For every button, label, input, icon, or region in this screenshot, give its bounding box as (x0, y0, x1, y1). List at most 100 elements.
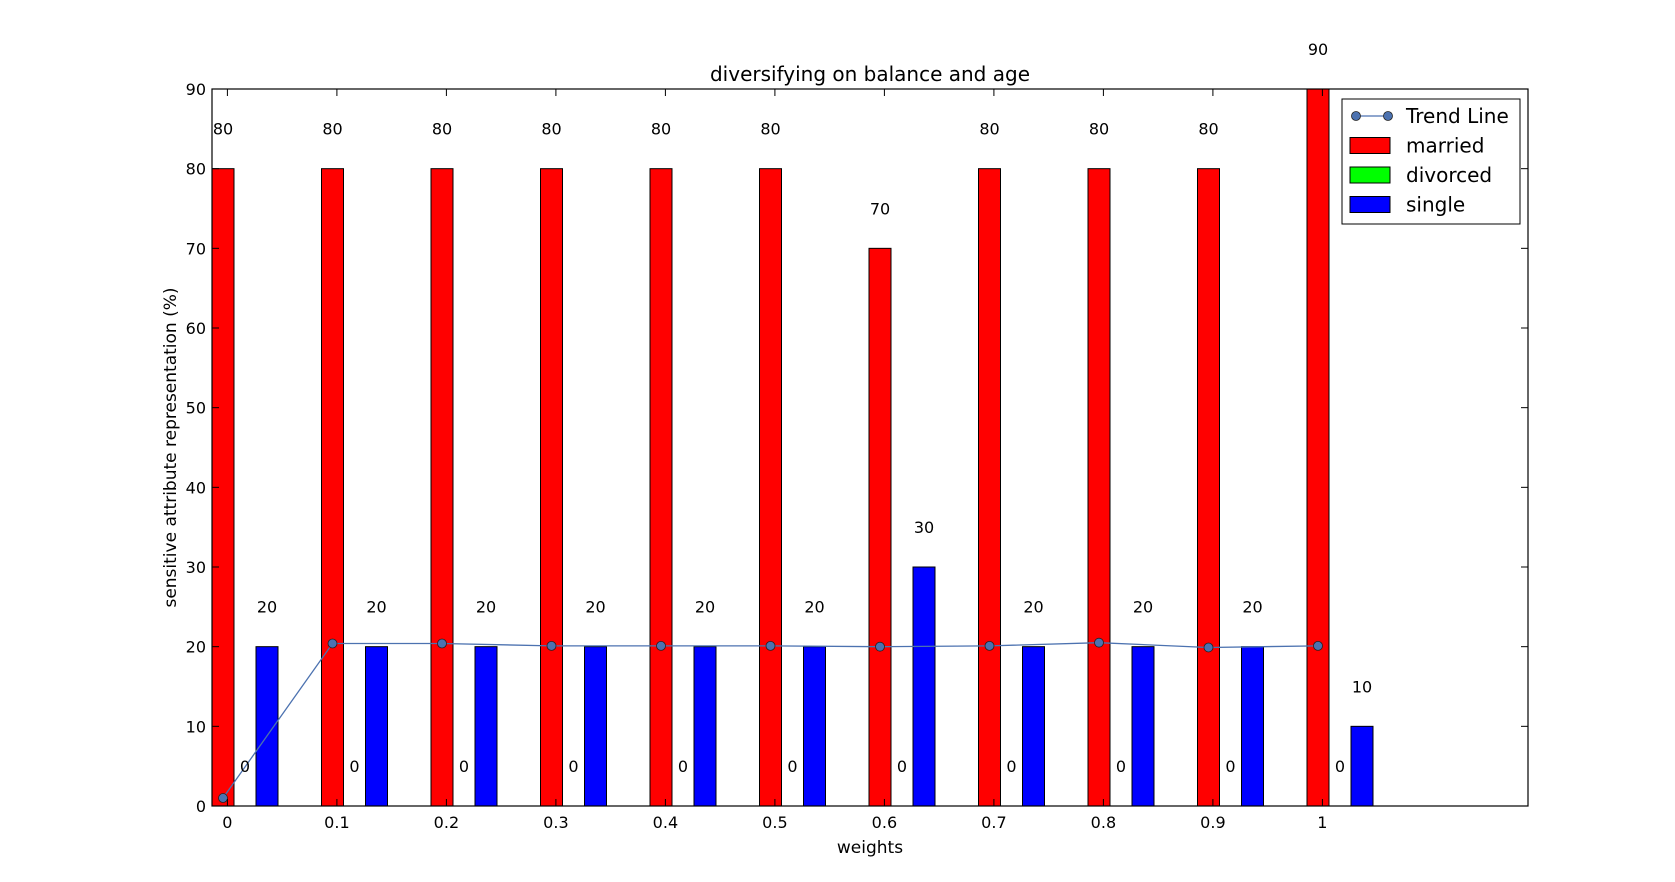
bar-married (1087, 168, 1111, 807)
bar-value-label: 20 (804, 598, 824, 617)
chart-title: diversifying on balance and age (710, 62, 1030, 86)
legend-marker (1351, 111, 1361, 121)
bar-married (430, 168, 454, 807)
trend-point (1094, 637, 1104, 648)
bar-value-label: 0 (568, 757, 578, 776)
x-tick-label: 0.6 (872, 813, 897, 832)
bar-value-label: 0 (459, 757, 469, 776)
plot-frame (211, 88, 1529, 807)
bar-value-label: 80 (541, 120, 561, 139)
bar-single (1241, 646, 1264, 807)
bar-value-label: 0 (787, 757, 797, 776)
bar-value-label: 0 (1116, 757, 1126, 776)
bar-value-label: 20 (1133, 598, 1153, 617)
x-tick-label: 0.2 (434, 813, 459, 832)
bar-value-label: 10 (1352, 677, 1372, 696)
bar-value-label: 0 (897, 757, 907, 776)
x-tick-label: 0.4 (653, 813, 678, 832)
y-tick-label: 70 (186, 239, 206, 258)
bar-married (1197, 168, 1220, 807)
bar-single (584, 646, 607, 807)
bar-single (1350, 725, 1374, 807)
x-tick-label: 0.9 (1200, 813, 1225, 832)
trend-point (984, 640, 995, 651)
bar-value-label: 0 (1006, 757, 1016, 776)
bar-value-label: 80 (760, 120, 780, 139)
y-tick-label: 80 (186, 160, 206, 179)
y-tick-label: 50 (186, 399, 206, 418)
trend-point (656, 640, 666, 651)
bar-single (255, 646, 279, 807)
trend-point (1313, 640, 1323, 651)
bar-value-label: 20 (695, 598, 715, 617)
bar-single (1131, 646, 1155, 807)
bar-value-label: 80 (432, 120, 452, 139)
legend: Trend Line married divorced single (1341, 98, 1521, 225)
y-tick-label: 40 (186, 478, 206, 497)
bar-value-label: 20 (585, 598, 605, 617)
x-tick-label: 0 (222, 813, 232, 832)
y-tick-label: 0 (196, 797, 206, 816)
bar-value-label: 80 (322, 120, 342, 139)
bar-value-label: 0 (1335, 757, 1345, 776)
bar-value-label: 80 (979, 120, 999, 139)
bar-value-label: 30 (914, 518, 934, 537)
legend-label: married (1406, 134, 1484, 158)
x-tick-label: 0.7 (981, 813, 1006, 832)
bar-single (1022, 646, 1045, 807)
x-tick-label: 1 (1317, 813, 1327, 832)
bar-value-label: 80 (651, 120, 671, 139)
bar-value-label: 0 (1225, 757, 1235, 776)
bar-married (759, 168, 782, 807)
legend-swatch-divorced (1349, 166, 1391, 184)
trend-line-layer (218, 637, 1323, 803)
y-tick-label: 10 (186, 717, 206, 736)
bar-value-label: 20 (257, 598, 277, 617)
trend-point (1203, 642, 1214, 653)
bar-single (803, 646, 826, 807)
legend-swatch-single (1349, 196, 1391, 213)
bar-married (868, 247, 892, 807)
bar-married (978, 168, 1001, 807)
bar-value-label: 0 (349, 757, 359, 776)
bar-value-label: 80 (1198, 120, 1218, 139)
bar-value-label: 70 (870, 199, 890, 218)
y-tick-label: 20 (186, 638, 206, 657)
x-tick-label: 0.5 (762, 813, 787, 832)
legend-swatch-married (1349, 137, 1391, 154)
bar-single (474, 646, 498, 807)
trend-point (437, 638, 447, 649)
bar-value-label: 0 (240, 757, 250, 776)
legend-label: divorced (1406, 163, 1492, 187)
legend-label: Trend Line (1405, 104, 1509, 128)
bars-layer (211, 88, 1374, 807)
bar-single (365, 646, 388, 807)
bar-value-label: 80 (213, 120, 233, 139)
y-axis-title: sensitive attribute representation (%) (161, 287, 181, 607)
trend-point (546, 640, 557, 651)
bar-value-label: 20 (366, 598, 386, 617)
bar-value-label: 80 (1089, 120, 1109, 139)
y-tick-label: 90 (186, 80, 206, 99)
x-tick-label: 0.3 (543, 813, 568, 832)
x-tick-label: 0.1 (324, 813, 349, 832)
legend-label: single (1406, 193, 1465, 217)
bar-single (912, 566, 936, 807)
trend-point (765, 640, 776, 651)
x-tick-label: 0.8 (1091, 813, 1116, 832)
legend-marker (1383, 111, 1393, 121)
bar-value-label: 20 (476, 598, 496, 617)
y-tick-label: 60 (186, 319, 206, 338)
y-tick-label: 30 (186, 558, 206, 577)
bar-value-label: 90 (1308, 40, 1328, 59)
bar-labels-layer: 80 0 20 80 0 20 80 0 20 80 0 20 80 0 20 80 0 20 70 0 30 80 0 20… (213, 40, 1372, 776)
bar-married (540, 168, 563, 807)
bar-value-label: 20 (1242, 598, 1262, 617)
bar-married (321, 168, 344, 807)
bar-value-label: 20 (1023, 598, 1043, 617)
bar-married (1306, 88, 1330, 807)
trend-point (327, 638, 338, 649)
x-axis-title: weights (837, 838, 903, 858)
